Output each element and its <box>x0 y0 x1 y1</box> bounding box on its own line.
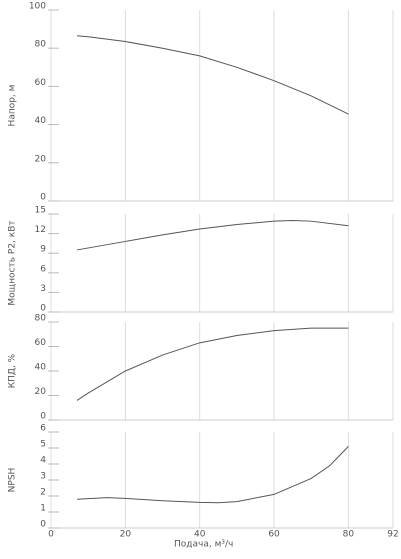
y-axis-label: NPSH <box>8 468 18 493</box>
y-axis-label: КПД, % <box>8 353 18 388</box>
y-tick-label: 80 <box>35 40 47 50</box>
y-tick-label: 0 <box>40 304 46 314</box>
y-tick-label: 80 <box>35 314 47 324</box>
curve <box>76 327 349 401</box>
curve <box>76 220 349 251</box>
x-tick-label: 80 <box>343 530 355 540</box>
y-tick-label: 6 <box>40 264 46 274</box>
y-tick-label: 3 <box>40 472 46 482</box>
y-tick-label: 60 <box>35 78 47 88</box>
y-tick-label: 1 <box>40 504 46 514</box>
y-tick-label: 20 <box>35 154 47 164</box>
curve <box>76 35 349 115</box>
y-tick-label: 6 <box>40 424 46 434</box>
y-tick-label: 40 <box>35 116 47 126</box>
x-axis-label: Подача, м³/ч <box>174 540 233 550</box>
y-axis-label: Мощность P2, кВт <box>8 220 18 305</box>
y-tick-label: 5 <box>40 440 46 450</box>
y-tick-label: 3 <box>40 284 46 294</box>
y-tick-label: 0 <box>40 193 46 203</box>
y-axis-label: Напор, м <box>8 85 18 127</box>
x-tick-label: 0 <box>48 530 54 540</box>
x-tick-label: 92 <box>387 530 398 540</box>
y-tick-label: 4 <box>40 456 46 466</box>
y-tick-label: 20 <box>35 387 47 397</box>
y-tick-label: 0 <box>40 412 46 422</box>
y-tick-label: 2 <box>40 488 46 498</box>
y-tick-label: 0 <box>40 520 46 530</box>
y-tick-label: 9 <box>40 245 46 255</box>
y-tick-label: 15 <box>35 206 46 216</box>
curve <box>76 446 349 504</box>
x-tick-label: 60 <box>268 530 280 540</box>
y-tick-label: 40 <box>35 363 47 373</box>
x-tick-label: 40 <box>194 530 206 540</box>
y-tick-label: 12 <box>35 225 46 235</box>
y-tick-label: 60 <box>35 338 47 348</box>
y-tick-label: 100 <box>29 2 46 12</box>
x-tick-label: 20 <box>120 530 132 540</box>
